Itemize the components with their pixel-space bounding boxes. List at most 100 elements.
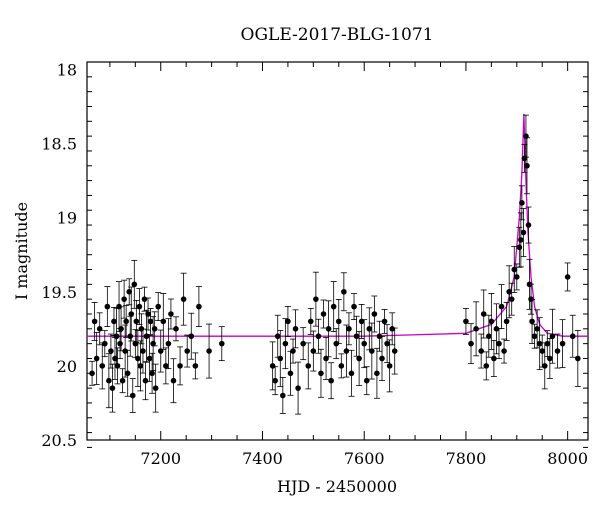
point-marker (173, 326, 179, 332)
point-marker (196, 303, 202, 310)
point-marker (356, 355, 362, 362)
data-point (554, 333, 561, 369)
data-point (145, 297, 152, 331)
point-marker (149, 370, 155, 377)
data-point (386, 339, 393, 393)
data-point (99, 342, 106, 390)
point-marker (488, 318, 495, 325)
data-point (269, 341, 276, 391)
point-marker (140, 348, 146, 354)
data-point (122, 324, 129, 378)
point-marker (313, 296, 319, 302)
y-axis-label: I magnitude (12, 202, 31, 300)
data-point (150, 316, 157, 372)
x-tick-label: 7200 (140, 449, 181, 468)
chart-title: OGLE-2017-BLG-1071 (241, 25, 434, 45)
data-point (525, 206, 532, 244)
point-marker (524, 162, 530, 169)
y-tick-label: 18.5 (41, 135, 77, 154)
point-marker (343, 348, 350, 354)
data-point (96, 312, 103, 346)
point-marker (559, 340, 566, 347)
point-marker (305, 363, 312, 369)
point-marker (141, 296, 148, 302)
data-point (104, 286, 111, 327)
data-point (282, 318, 289, 370)
data-point (170, 358, 177, 404)
point-marker (93, 355, 100, 362)
point-marker (480, 311, 487, 317)
data-point (310, 330, 317, 372)
model-curve-layer (87, 113, 588, 337)
data-point (363, 366, 370, 396)
data-point (320, 299, 327, 329)
point-marker (114, 363, 121, 369)
point-marker (177, 363, 183, 369)
x-tick-label: 7400 (242, 449, 283, 468)
data-point (384, 324, 391, 364)
data-point (503, 302, 510, 341)
point-marker (371, 311, 378, 317)
point-marker (143, 333, 150, 340)
point-marker (269, 363, 276, 369)
data-point (480, 289, 487, 339)
point-marker (529, 318, 535, 325)
point-marker (575, 355, 581, 362)
data-point (272, 366, 279, 396)
data-point (180, 272, 187, 326)
point-marker (108, 348, 114, 354)
point-marker (274, 333, 281, 340)
data-point (107, 333, 114, 369)
data-point (495, 328, 502, 360)
point-marker (152, 385, 159, 391)
point-marker (513, 274, 520, 280)
y-tick-label: 18 (57, 60, 77, 79)
point-marker (564, 274, 571, 280)
data-point (152, 363, 159, 413)
data-point (323, 337, 330, 380)
point-marker (549, 333, 556, 340)
point-marker (132, 340, 139, 347)
data-point (335, 299, 342, 344)
point-marker (131, 281, 138, 288)
data-point (488, 293, 495, 350)
y-tick-label: 20 (57, 357, 77, 376)
data-point (142, 361, 149, 401)
point-marker (91, 318, 98, 325)
data-point (195, 286, 202, 327)
data-point (89, 360, 96, 386)
point-marker (534, 326, 540, 332)
point-marker (325, 326, 332, 332)
x-axis: 7200 7400 7600 7800 8000 (109, 62, 588, 468)
data-point (129, 378, 136, 413)
point-marker (124, 370, 131, 377)
data-point (544, 330, 551, 358)
data-point (541, 342, 548, 390)
data-point (490, 340, 497, 377)
point-marker (463, 318, 469, 325)
point-marker (348, 370, 355, 377)
data-point (520, 208, 527, 257)
data-point (366, 307, 373, 351)
point-marker (118, 326, 124, 332)
point-marker (520, 229, 527, 236)
data-point (517, 212, 524, 268)
point-marker (486, 333, 492, 340)
point-marker (287, 370, 294, 377)
data-point (184, 334, 191, 368)
plot-frame (86, 61, 589, 441)
model-curve (87, 113, 588, 337)
data-point (468, 323, 475, 365)
point-marker (99, 363, 106, 369)
x-axis-label: HJD - 2450000 (277, 477, 397, 496)
data-point (151, 311, 158, 347)
point-marker (516, 244, 523, 251)
data-point (284, 306, 291, 337)
data-point (133, 300, 140, 343)
data-point (93, 332, 100, 385)
point-marker (318, 370, 324, 377)
data-point (165, 318, 172, 370)
data-point (155, 292, 162, 321)
point-marker (146, 355, 153, 362)
point-marker (127, 333, 134, 340)
